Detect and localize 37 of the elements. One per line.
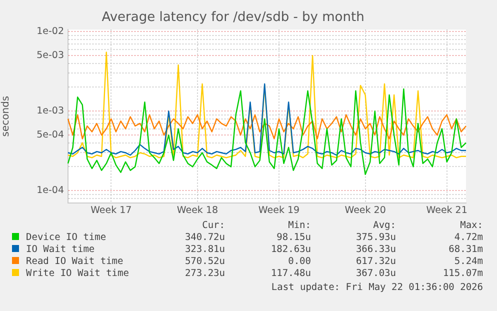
text: 0.00: [287, 256, 311, 268]
text: Avg:: [372, 220, 396, 232]
text: 340.72u: [184, 232, 225, 244]
text: 98.15u: [276, 232, 311, 244]
x-tick-label: Week 19: [258, 205, 300, 216]
x-tick-label: Week 20: [344, 205, 386, 216]
y-tick-label: 5e-04: [36, 130, 64, 141]
text: Max:: [459, 220, 483, 232]
legend-label: Write IO Wait time: [26, 268, 130, 280]
chart-title: Average latency for /dev/sdb - by month: [102, 10, 364, 26]
legend-label: Read IO Wait time: [26, 256, 124, 268]
legend-label: IO Wait time: [26, 244, 96, 256]
y-tick-label: 1e-03: [36, 106, 64, 117]
text: 115.07m: [442, 268, 483, 280]
y-tick-label: 1e-04: [36, 185, 64, 196]
text: 323.81u: [184, 244, 225, 256]
legend-label: Device IO time: [26, 232, 108, 244]
text: 68.31m: [448, 244, 483, 256]
text: 375.93u: [354, 232, 396, 244]
y-tick-label: 1e-02: [36, 26, 64, 38]
text: Min:: [287, 220, 311, 232]
text: 182.63u: [270, 244, 311, 256]
text: 117.48u: [270, 268, 311, 280]
x-tick-label: Week 21: [426, 205, 468, 216]
text: 570.52u: [184, 256, 225, 268]
text: 617.32u: [354, 256, 396, 268]
text: Cur:: [201, 220, 225, 232]
text: 273.23u: [184, 268, 225, 280]
y-axis-title: seconds: [0, 96, 12, 137]
text: 366.33u: [354, 244, 396, 256]
x-tick-label: Week 17: [90, 205, 132, 216]
y-tick-label: 5e-03: [36, 50, 64, 62]
text: 5.24m: [453, 256, 483, 268]
text: 367.03u: [354, 268, 396, 280]
x-tick-label: Week 18: [176, 205, 218, 216]
text: 4.72m: [453, 232, 483, 244]
text: Last update: Fri May 22 01:36:00 2026: [271, 282, 483, 293]
